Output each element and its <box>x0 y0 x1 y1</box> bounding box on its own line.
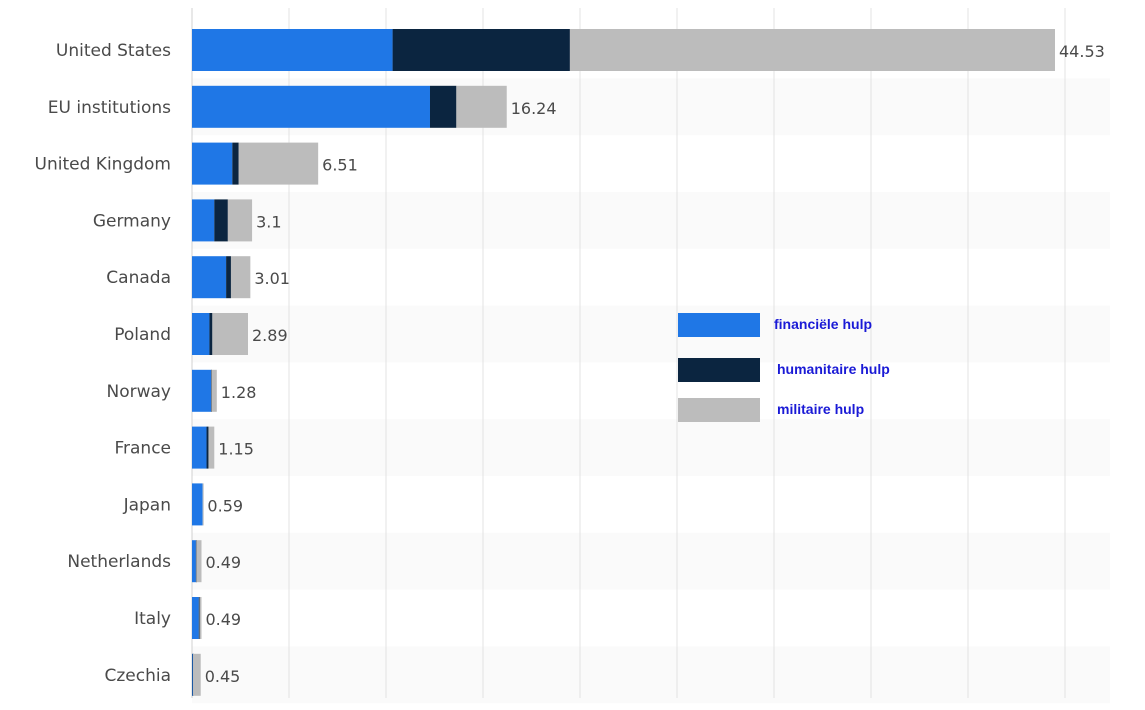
bar-segment-financiële-hulp <box>192 256 227 299</box>
legend-swatch <box>678 313 760 337</box>
bar-segment-financiële-hulp <box>192 29 393 71</box>
row-band <box>192 646 1110 704</box>
bar-segment-militaire-hulp <box>196 540 202 583</box>
category-label: Japan <box>123 495 171 515</box>
bar-segment-militaire-hulp <box>227 199 253 242</box>
row-band <box>192 192 1110 249</box>
bars-layer <box>192 29 1055 696</box>
row-band <box>192 419 1110 476</box>
legend-label: humanitaire hulp <box>777 361 890 377</box>
bar-segment-militaire-hulp <box>230 256 251 299</box>
bar-segment-humanitaire-hulp <box>392 29 570 71</box>
value-label: 16.24 <box>511 99 557 118</box>
bar-segment-humanitaire-hulp <box>214 199 228 242</box>
bar-segment-financiële-hulp <box>192 199 215 242</box>
bar-segment-financiële-hulp <box>192 597 199 639</box>
bar-segment-militaire-hulp <box>211 369 217 412</box>
value-label: 0.49 <box>205 553 241 572</box>
value-label: 0.45 <box>205 667 241 686</box>
legend-swatch <box>678 358 760 382</box>
bar-segment-humanitaire-hulp <box>198 597 200 639</box>
category-label: United Kingdom <box>35 155 171 175</box>
grid-layer <box>191 8 1110 704</box>
category-label: United States <box>56 41 171 61</box>
value-label: 3.1 <box>256 212 281 231</box>
value-label: 0.59 <box>207 496 243 515</box>
bar-segment-financiële-hulp <box>192 426 207 469</box>
value-label: 1.28 <box>221 383 257 402</box>
labels-layer: United States 44.53 EU institutions 16.24 Un… <box>35 41 1105 686</box>
legend: financiële hulp humanitaire hulp militaire… <box>678 313 890 422</box>
category-label: Germany <box>93 211 171 231</box>
category-label: Italy <box>134 609 171 629</box>
bar-segment-militaire-hulp <box>238 142 319 185</box>
value-label: 6.51 <box>322 156 358 175</box>
bar-segment-financiële-hulp <box>192 369 211 412</box>
legend-swatch <box>678 398 760 422</box>
bar-segment-humanitaire-hulp <box>429 85 457 128</box>
bar-segment-militaire-hulp <box>569 29 1055 71</box>
bar-segment-financiële-hulp <box>192 540 196 583</box>
value-label: 0.49 <box>205 610 241 629</box>
bar-segment-financiële-hulp <box>192 85 430 128</box>
value-label: 1.15 <box>218 440 254 459</box>
bar-segment-humanitaire-hulp <box>206 426 209 469</box>
value-label: 3.01 <box>254 269 290 288</box>
value-label: 2.89 <box>252 326 288 345</box>
bar-segment-militaire-hulp <box>199 597 202 639</box>
bar-segment-militaire-hulp <box>192 653 201 696</box>
bar-segment-financiële-hulp <box>192 653 193 696</box>
bar-segment-militaire-hulp <box>202 483 204 526</box>
bar-segment-humanitaire-hulp <box>226 256 231 299</box>
bar-segment-militaire-hulp <box>208 426 215 469</box>
bar-segment-financiële-hulp <box>192 313 210 355</box>
bar-segment-financiële-hulp <box>192 483 203 526</box>
legend-label: financiële hulp <box>774 316 872 332</box>
value-label: 44.53 <box>1059 42 1105 61</box>
bar-segment-humanitaire-hulp <box>209 313 213 355</box>
row-band <box>192 305 1110 363</box>
category-label: Czechia <box>104 666 171 686</box>
legend-label: militaire hulp <box>777 401 864 417</box>
category-label: France <box>114 439 171 459</box>
bar-segment-militaire-hulp <box>456 85 507 128</box>
category-label: Norway <box>107 382 172 402</box>
category-label: Canada <box>106 268 171 288</box>
bar-segment-militaire-hulp <box>212 313 249 355</box>
bar-segment-humanitaire-hulp <box>232 142 239 185</box>
category-label: Netherlands <box>67 552 171 572</box>
row-band <box>192 532 1110 590</box>
category-label: Poland <box>114 325 171 345</box>
category-label: EU institutions <box>48 98 171 118</box>
bar-segment-financiële-hulp <box>192 142 233 185</box>
